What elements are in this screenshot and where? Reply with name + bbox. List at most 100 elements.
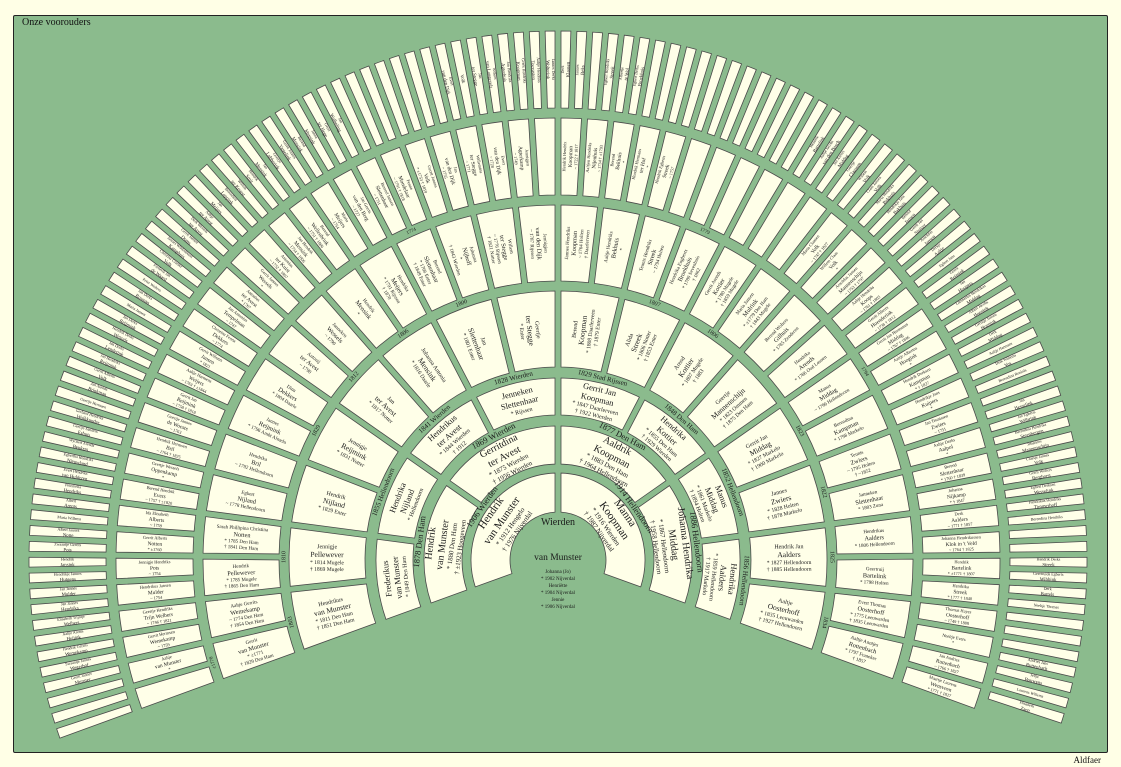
ancestor-cell-gen7[interactable] [54, 385, 132, 420]
ancestor-cell-gen5[interactable] [202, 516, 282, 555]
ancestor-cell-gen3[interactable] [375, 538, 422, 620]
ancestor-cell-gen7[interactable] [836, 143, 893, 211]
ancestor-cell-gen1[interactable] [560, 472, 646, 588]
ancestor-cell-gen7[interactable] [144, 220, 212, 278]
ancestor-cell-gen5[interactable] [214, 433, 298, 489]
ancestor-cell-gen7[interactable] [108, 271, 180, 322]
ancestor-cell-gen5[interactable] [820, 625, 904, 680]
ancestor-cell-gen7[interactable] [826, 133, 881, 202]
ancestor-cell-gen6[interactable] [146, 377, 226, 426]
ancestor-cell-gen7[interactable] [1009, 556, 1088, 568]
ancestor-cell-gen6[interactable] [122, 623, 203, 658]
ancestor-cell-gen5[interactable] [818, 433, 902, 489]
ancestor-cell-gen6[interactable] [310, 181, 369, 258]
ancestor-cell-gen4[interactable] [291, 464, 378, 533]
ancestor-cell-gen7[interactable] [996, 431, 1074, 459]
ancestor-cell-gen7[interactable] [78, 326, 153, 370]
ancestor-cell-gen7[interactable] [235, 133, 290, 202]
ancestor-cell-gen7[interactable] [614, 34, 635, 114]
ancestor-cell-gen7[interactable] [857, 163, 917, 228]
ancestor-cell-gen4[interactable] [649, 322, 734, 414]
ancestor-cell-gen5[interactable] [787, 358, 871, 427]
ancestor-cell-gen7[interactable] [28, 571, 107, 584]
ancestor-cell-gen6[interactable] [115, 557, 194, 580]
ancestor-cell-gen3[interactable] [377, 457, 439, 539]
ancestor-cell-gen5[interactable] [767, 324, 848, 399]
ancestor-cell-gen5[interactable] [829, 592, 911, 639]
ancestor-cell-gen6[interactable] [197, 287, 271, 349]
ancestor-cell-gen7[interactable] [1008, 584, 1087, 600]
ancestor-cell-gen6[interactable] [157, 353, 236, 406]
ancestor-cell-gen5[interactable] [743, 294, 821, 373]
ancestor-cell-gen7[interactable] [135, 232, 203, 288]
ancestor-cell-gen4[interactable] [606, 298, 681, 388]
ancestor-cell-gen7[interactable] [815, 124, 868, 194]
ancestor-cell-gen6[interactable] [116, 504, 197, 532]
ancestor-cell-gen6[interactable] [534, 117, 556, 196]
ancestor-cell-gen6[interactable] [127, 645, 208, 684]
ancestor-cell-gen7[interactable] [481, 34, 502, 114]
ancestor-cell-gen7[interactable] [42, 431, 120, 459]
ancestor-cell-gen6[interactable] [404, 138, 448, 218]
ancestor-cell-gen7[interactable] [288, 99, 336, 172]
ancestor-cell-gen7[interactable] [34, 625, 113, 647]
ancestor-cell-gen7[interactable] [974, 355, 1051, 394]
ancestor-cell-gen3[interactable] [677, 457, 739, 539]
ancestor-cell-gen4[interactable] [338, 359, 430, 448]
ancestor-cell-gen6[interactable] [783, 212, 848, 285]
ancestor-cell-gen3[interactable] [560, 377, 640, 431]
ancestor-cell-gen6[interactable] [332, 168, 388, 246]
ancestor-cell-gen7[interactable] [574, 30, 588, 110]
ancestor-cell-gen7[interactable] [261, 115, 313, 186]
ancestor-cell-gen7[interactable] [165, 196, 230, 257]
ancestor-cell-gen6[interactable] [917, 602, 998, 632]
ancestor-cell-gen6[interactable] [668, 138, 712, 218]
ancestor-cell-gen6[interactable] [921, 531, 1001, 554]
ancestor-cell-gen7[interactable] [33, 477, 112, 499]
ancestor-cell-gen6[interactable] [182, 308, 258, 367]
ancestor-cell-gen7[interactable] [847, 153, 906, 219]
ancestor-cell-gen6[interactable] [765, 196, 828, 271]
ancestor-cell-gen7[interactable] [29, 584, 108, 600]
ancestor-cell-gen7[interactable] [301, 91, 348, 165]
ancestor-cell-gen7[interactable] [904, 220, 972, 278]
ancestor-cell-gen7[interactable] [950, 298, 1024, 345]
ancestor-cell-gen7[interactable] [46, 678, 125, 709]
ancestor-cell-gen6[interactable] [913, 623, 994, 658]
ancestor-cell-gen4[interactable] [307, 407, 399, 488]
ancestor-cell-gen7[interactable] [176, 185, 239, 247]
ancestor-cell-gen6[interactable] [898, 402, 979, 446]
ancestor-cell-gen7[interactable] [528, 30, 542, 110]
ancestor-cell-gen5[interactable] [435, 215, 490, 299]
ancestor-cell-gen7[interactable] [998, 651, 1077, 678]
ancestor-cell-gen7[interactable] [59, 370, 137, 407]
ancestor-cell-gen7[interactable] [100, 285, 172, 334]
ancestor-cell-gen7[interactable] [71, 341, 147, 382]
ancestor-cell-gen5[interactable] [717, 268, 791, 349]
ancestor-cell-gen4[interactable] [496, 290, 556, 373]
ancestor-cell-gen7[interactable] [1001, 638, 1080, 663]
ancestor-cell-gen4[interactable] [717, 407, 809, 488]
ancestor-cell-gen6[interactable] [481, 121, 512, 201]
ancestor-cell-gen7[interactable] [877, 185, 940, 247]
ancestor-cell-gen7[interactable] [465, 36, 488, 116]
ancestor-cell-gen7[interactable] [641, 39, 666, 118]
ancestor-cell-gen7[interactable] [744, 77, 786, 153]
ancestor-cell-gen6[interactable] [908, 645, 989, 684]
ancestor-cell-gen6[interactable] [870, 330, 947, 386]
ancestor-cell-gen7[interactable] [29, 525, 108, 539]
ancestor-cell-gen7[interactable] [85, 312, 159, 357]
ancestor-cell-gen7[interactable] [991, 678, 1070, 709]
ancestor-cell-gen7[interactable] [404, 50, 436, 128]
ancestor-cell-gen5[interactable] [205, 592, 287, 639]
ancestor-cell-gen4[interactable] [288, 527, 367, 587]
ancestor-cell-gen6[interactable] [747, 181, 806, 258]
ancestor-cell-gen7[interactable] [330, 77, 372, 153]
ancestor-cell-gen7[interactable] [886, 196, 951, 257]
ancestor-cell-gen7[interactable] [999, 446, 1078, 472]
ancestor-cell-gen6[interactable] [429, 130, 469, 211]
ancestor-cell-gen5[interactable] [202, 558, 281, 597]
ancestor-cell-gen7[interactable] [373, 60, 410, 137]
ancestor-cell-gen7[interactable] [667, 46, 697, 125]
ancestor-cell-gen6[interactable] [911, 452, 992, 489]
